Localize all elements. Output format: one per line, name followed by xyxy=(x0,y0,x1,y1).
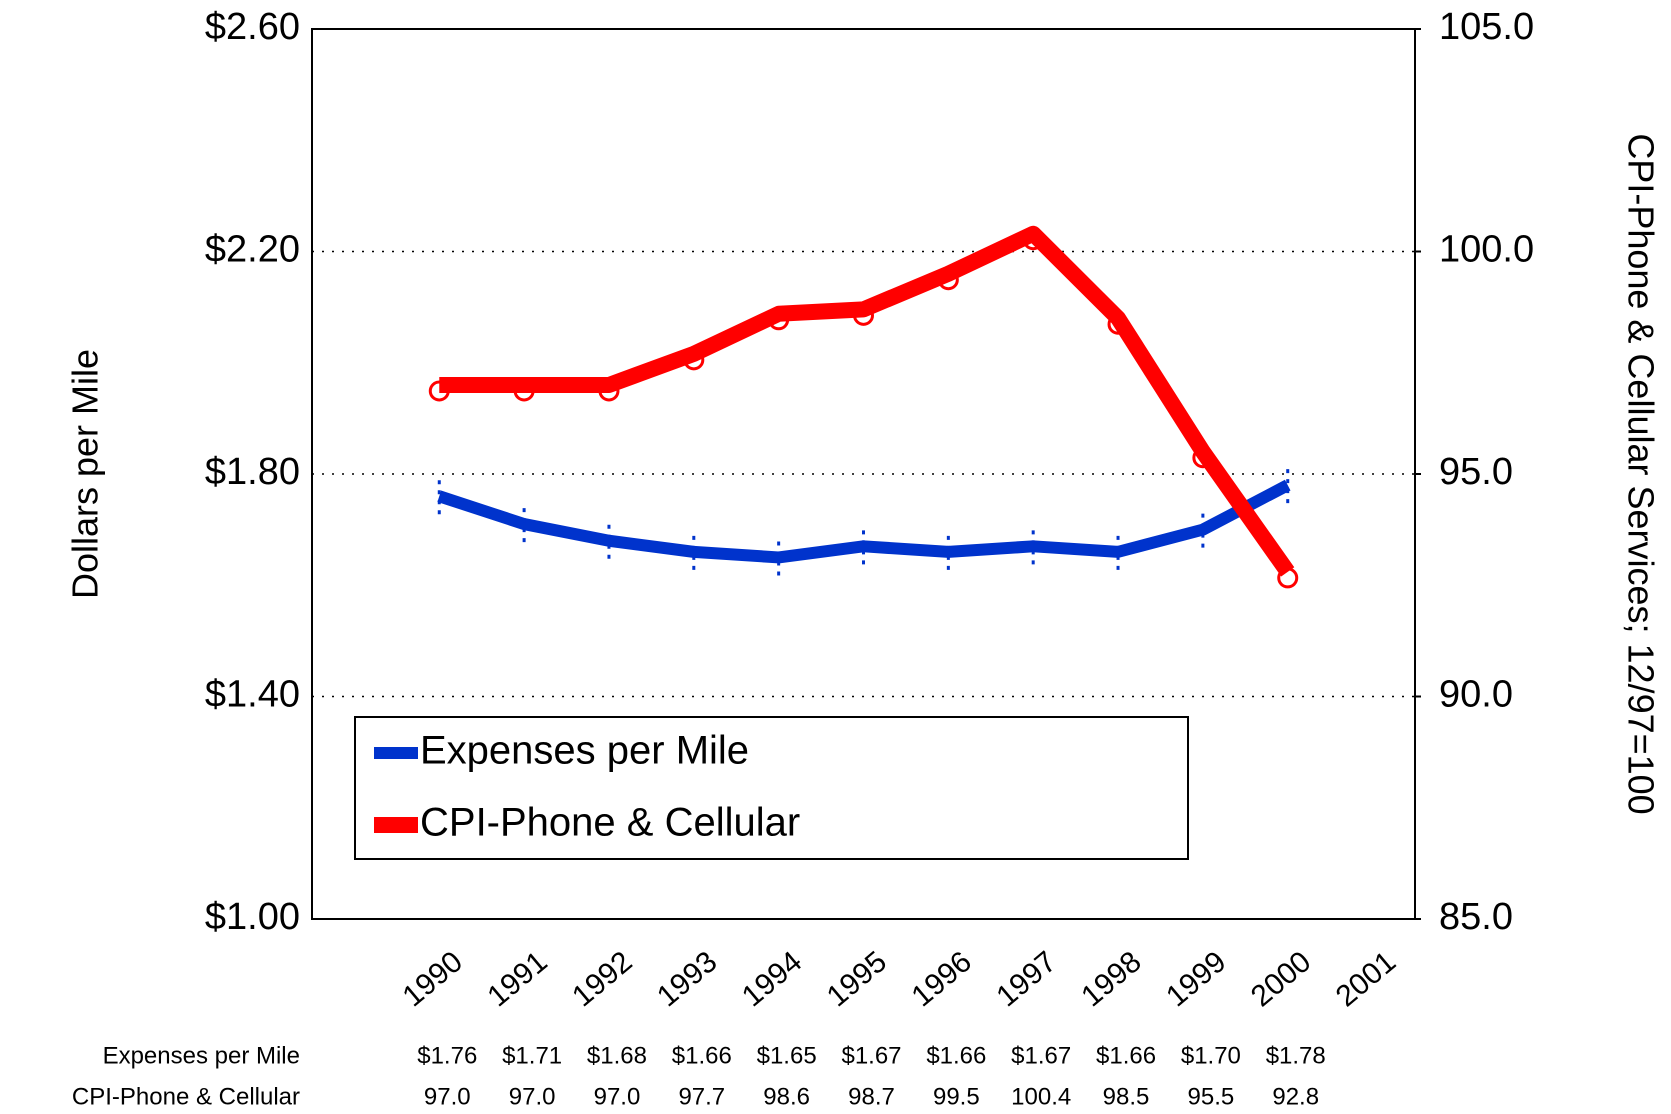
table-value: 92.8 xyxy=(1272,1083,1319,1110)
table-value: 98.7 xyxy=(848,1083,895,1110)
y-tick-label: $1.40 xyxy=(205,674,300,716)
table-value: 95.5 xyxy=(1188,1083,1235,1110)
legend-label: CPI-Phone & Cellular xyxy=(420,801,800,845)
x-tick-label: 1991 xyxy=(481,945,553,1013)
x-tick-label: 1997 xyxy=(990,945,1062,1013)
y2-tick-label: 85.0 xyxy=(1439,896,1513,938)
point-marker xyxy=(1277,567,1299,589)
y-tick-label: $1.00 xyxy=(205,896,300,938)
y-tick-label: $1.80 xyxy=(205,451,300,493)
x-tick-label: 2000 xyxy=(1245,945,1317,1013)
legend-label: Expenses per Mile xyxy=(420,729,749,773)
point-marker xyxy=(1022,229,1044,251)
x-tick-label: 1990 xyxy=(397,945,469,1013)
table-value: 98.5 xyxy=(1103,1083,1150,1110)
table-value: 98.6 xyxy=(763,1083,810,1110)
table-value: 97.0 xyxy=(594,1083,641,1110)
point-marker xyxy=(1192,447,1214,469)
table-value: 97.0 xyxy=(424,1083,471,1110)
y2-tick-label: 105.0 xyxy=(1439,6,1534,48)
table-value: $1.66 xyxy=(672,1042,732,1069)
x-tick-label: 1994 xyxy=(736,945,808,1013)
table-value: 99.5 xyxy=(933,1083,980,1110)
legend-box xyxy=(354,716,1189,860)
table-value: $1.71 xyxy=(502,1042,562,1069)
x-tick-label: 1993 xyxy=(651,945,723,1013)
table-value: 100.4 xyxy=(1011,1083,1071,1110)
point-marker xyxy=(853,304,874,326)
point-marker xyxy=(683,349,705,371)
y2-tick-label: 90.0 xyxy=(1439,674,1513,716)
series-line xyxy=(437,479,1291,564)
table-value: 97.7 xyxy=(678,1083,725,1110)
x-tick-label: 1999 xyxy=(1160,945,1232,1013)
y2-tick-label: 95.0 xyxy=(1439,451,1513,493)
table-value: $1.76 xyxy=(417,1042,477,1069)
x-tick-label: 1996 xyxy=(906,945,978,1013)
plot-frame xyxy=(311,28,1416,920)
table-value: $1.70 xyxy=(1181,1042,1241,1069)
x-tick-label: 2001 xyxy=(1330,945,1402,1013)
table-value: 97.0 xyxy=(509,1083,556,1110)
point-marker xyxy=(513,380,535,402)
table-value: $1.78 xyxy=(1266,1042,1326,1069)
table-row-label: Expenses per Mile xyxy=(103,1042,300,1069)
point-marker xyxy=(598,380,620,402)
y2-axis-label: CPI-Phone & Cellular Services; 12/97=100 xyxy=(1620,133,1661,814)
series-line xyxy=(439,225,1295,577)
x-tick-label: 1998 xyxy=(1075,945,1147,1013)
table-value: $1.68 xyxy=(587,1042,647,1069)
point-marker xyxy=(768,309,790,331)
x-tick-label: 1995 xyxy=(821,945,893,1013)
table-value: $1.66 xyxy=(926,1042,986,1069)
y-tick-label: $2.20 xyxy=(205,229,300,271)
y-tick-label: $2.60 xyxy=(205,6,300,48)
point-marker xyxy=(428,380,450,402)
y-axis-label: Dollars per Mile xyxy=(65,349,106,599)
point-marker xyxy=(1107,313,1129,335)
point-marker xyxy=(937,269,959,291)
table-value: $1.67 xyxy=(841,1042,901,1069)
table-value: $1.67 xyxy=(1011,1042,1071,1069)
table-row-label: CPI-Phone & Cellular xyxy=(72,1083,300,1110)
y2-tick-label: 100.0 xyxy=(1439,229,1534,271)
x-tick-label: 1992 xyxy=(566,945,638,1013)
table-value: $1.65 xyxy=(757,1042,817,1069)
table-value: $1.66 xyxy=(1096,1042,1156,1069)
